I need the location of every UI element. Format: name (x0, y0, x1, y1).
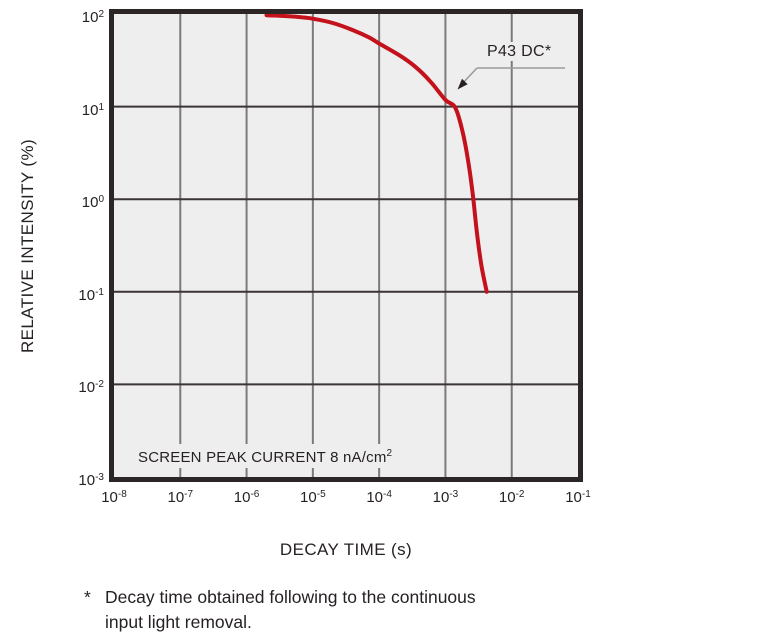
x-tick-label: 10-3 (432, 489, 459, 506)
grid-horizontal-lines (114, 105, 578, 386)
plot-frame: P43 DC* SCREEN PEAK CURRENT 8 nA/cm2 (109, 9, 583, 482)
plot-area-svg (114, 14, 578, 477)
y-tick-label: 100 (81, 194, 104, 212)
x-tick-label: 10-2 (498, 489, 525, 506)
y-tick-label: 10-1 (78, 286, 104, 304)
x-tick-label: 10-4 (366, 489, 392, 506)
footnote-line-1: Decay time obtained following to the con… (105, 587, 476, 607)
screen-peak-current-note: SCREEN PEAK CURRENT 8 nA/cm2 (134, 444, 397, 468)
x-axis-title: DECAY TIME (s) (279, 540, 413, 559)
annotation-arrow-icon (457, 78, 468, 90)
screen-peak-current-text: SCREEN PEAK CURRENT 8 nA/cm (138, 449, 387, 466)
x-tick-label: 10-7 (167, 489, 194, 506)
screen-peak-current-superscript: 2 (386, 448, 393, 459)
x-tick-label: 10-8 (101, 489, 127, 506)
grid-vertical-lines (179, 14, 513, 477)
footnote: * Decay time obtained following to the c… (84, 585, 476, 635)
footnote-text: Decay time obtained following to the con… (105, 585, 476, 635)
series-annotation-label: P43 DC* (484, 42, 555, 61)
x-tick-label: 10-1 (565, 489, 591, 506)
footnote-marker: * (84, 587, 91, 607)
y-tick-label: 102 (81, 9, 104, 26)
annotation-leader (457, 67, 565, 90)
y-tick-label: 10-2 (78, 379, 104, 397)
x-tick-label: 10-6 (233, 489, 260, 506)
y-tick-label: 10-3 (78, 472, 104, 489)
footnote-line-2: input light removal. (105, 612, 252, 632)
x-tick-label: 10-5 (300, 489, 326, 506)
decay-curve (264, 14, 489, 294)
y-tick-label: 101 (81, 101, 104, 119)
y-axis-title: RELATIVE INTENSITY (%) (18, 138, 37, 354)
